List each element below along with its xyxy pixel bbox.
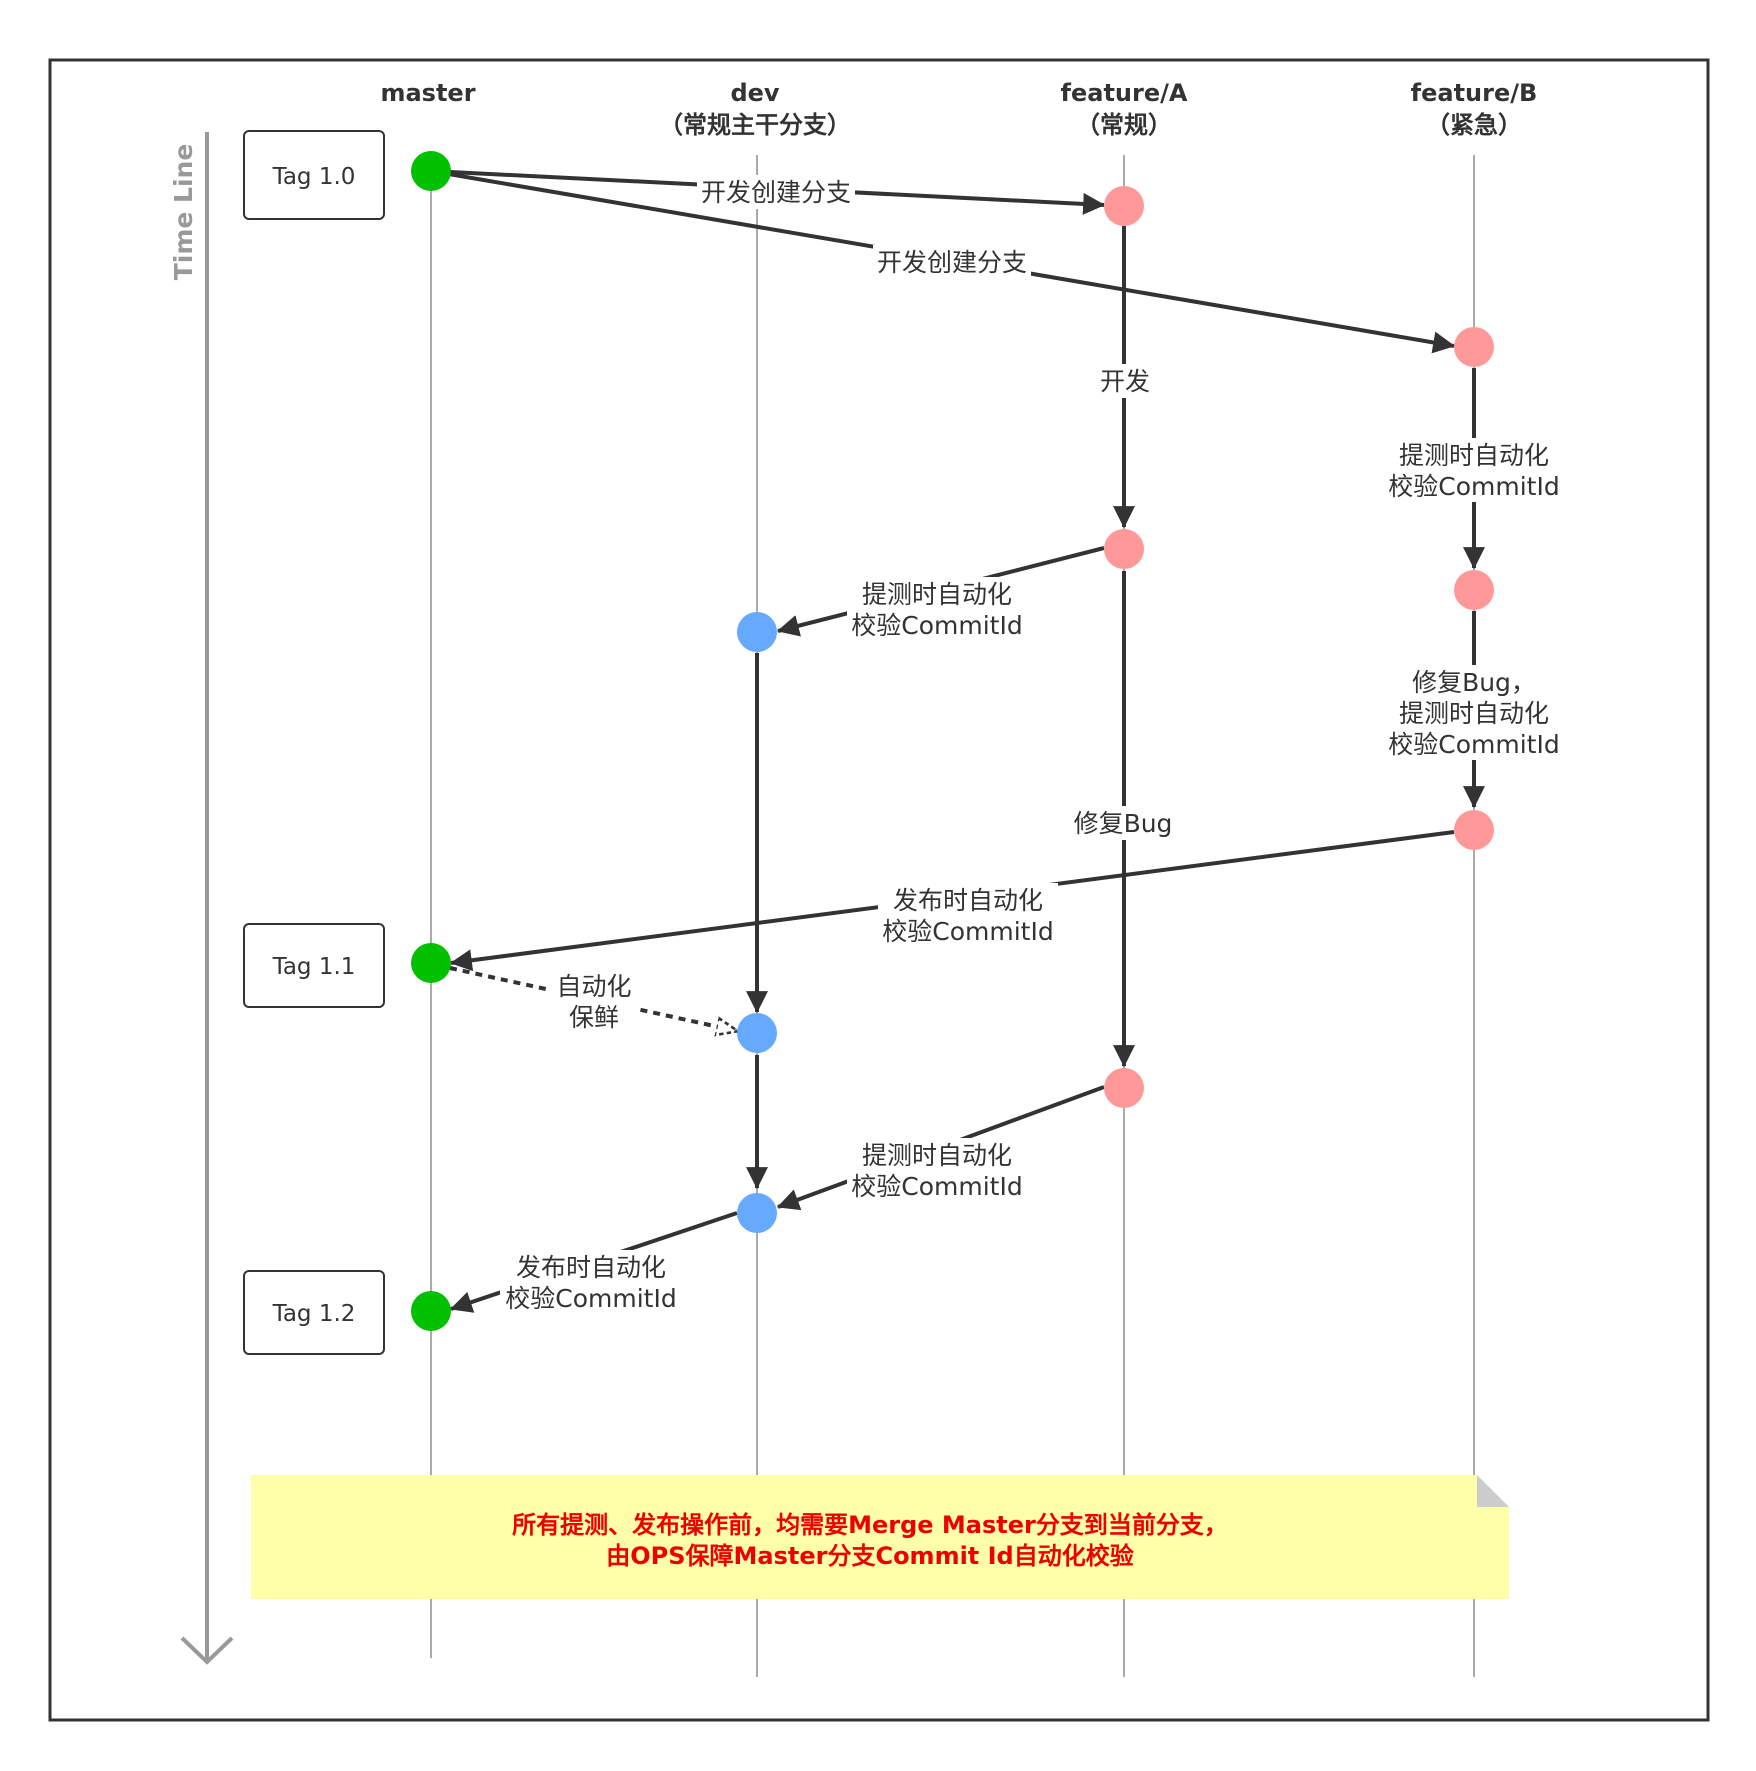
tag-label-1-0: Tag 1.0 bbox=[272, 164, 356, 190]
label-bg bbox=[873, 245, 1031, 279]
note-box bbox=[251, 1475, 1509, 1599]
tag-label-1-2: Tag 1.2 bbox=[272, 1301, 356, 1327]
tag-box-1-2 bbox=[243, 1270, 385, 1355]
feature-a-node-3 bbox=[1104, 1068, 1144, 1108]
edge-label-a-fix-bug: 修复Bug bbox=[1074, 809, 1173, 838]
edge-label-develop: 开发 bbox=[1100, 367, 1150, 396]
edge-label-create-branch-b: 开发创建分支 bbox=[877, 248, 1027, 277]
label-bg bbox=[697, 175, 855, 209]
edge-label-b-fix-2: 提测时自动化 bbox=[1399, 699, 1549, 728]
tag-label-1-1: Tag 1.1 bbox=[272, 954, 356, 980]
lane-header-feature-a: feature/A bbox=[1061, 79, 1188, 107]
feature-b-node-1 bbox=[1454, 327, 1494, 367]
label-bg bbox=[847, 1138, 1027, 1202]
feature-a-node-1 bbox=[1104, 186, 1144, 226]
master-node-tag-1-2 bbox=[411, 1291, 451, 1331]
label-bg bbox=[1070, 806, 1176, 840]
label-bg bbox=[1385, 438, 1563, 502]
feature-b-node-2 bbox=[1454, 570, 1494, 610]
lane-subheader-feature-a: （常规） bbox=[1076, 111, 1172, 139]
edge-label-a-submit-1: 提测时自动化 bbox=[862, 580, 1012, 609]
timeline-label: Time Line bbox=[169, 144, 198, 281]
label-bg bbox=[847, 577, 1027, 641]
lane-subheader-feature-b: （紧急） bbox=[1426, 111, 1522, 139]
feature-a-node-2 bbox=[1104, 529, 1144, 569]
lane-header-feature-b: feature/B bbox=[1411, 79, 1538, 107]
edge-label-b-fix-3: 校验CommitId bbox=[1388, 730, 1559, 759]
tag-box-1-0 bbox=[243, 130, 385, 220]
edge-label-a-submit2-2: 校验CommitId bbox=[851, 1172, 1022, 1201]
edge-label-b-submit-2: 校验CommitId bbox=[1388, 472, 1559, 501]
note-corner-fold-icon bbox=[1477, 1475, 1509, 1507]
label-bg bbox=[878, 883, 1058, 947]
edge-label-b-submit-1: 提测时自动化 bbox=[1399, 441, 1549, 470]
edge-label-b-fix-1: 修复Bug， bbox=[1412, 668, 1536, 697]
edge-label-b-release-2: 校验CommitId bbox=[882, 917, 1053, 946]
label-bg bbox=[500, 1250, 682, 1314]
lane-header-dev: dev bbox=[730, 79, 779, 107]
master-node-tag-1-1 bbox=[411, 943, 451, 983]
edge-label-b-release-1: 发布时自动化 bbox=[893, 886, 1043, 915]
edge-label-dev-release-1: 发布时自动化 bbox=[516, 1253, 666, 1282]
edge-label-keepfresh-1: 自动化 bbox=[556, 972, 631, 1001]
label-bg bbox=[1385, 665, 1563, 760]
edge-label-a-submit-2: 校验CommitId bbox=[851, 611, 1022, 640]
edge-label-keepfresh-2: 保鲜 bbox=[569, 1003, 619, 1032]
feature-b-node-3 bbox=[1454, 810, 1494, 850]
note-text-line2: 由OPS保障Master分支Commit Id自动化校验 bbox=[606, 1542, 1134, 1570]
edge-label-a-submit2-1: 提测时自动化 bbox=[862, 1141, 1012, 1170]
lane-header-master: master bbox=[380, 79, 475, 107]
label-bg bbox=[551, 969, 637, 1033]
tag-box-1-1 bbox=[243, 923, 385, 1008]
dev-node-3 bbox=[737, 1193, 777, 1233]
note-text-line1: 所有提测、发布操作前，均需要Merge Master分支到当前分支， bbox=[512, 1511, 1228, 1539]
edge-label-create-branch-a: 开发创建分支 bbox=[701, 178, 851, 207]
dev-node-2 bbox=[737, 1013, 777, 1053]
edge-label-dev-release-2: 校验CommitId bbox=[505, 1284, 676, 1313]
master-node-tag-1-0 bbox=[411, 151, 451, 191]
dev-node-1 bbox=[737, 612, 777, 652]
lane-subheader-dev: （常规主干分支） bbox=[659, 111, 851, 139]
timeline-arrowhead-icon bbox=[180, 1636, 234, 1665]
label-bg bbox=[1097, 364, 1153, 398]
